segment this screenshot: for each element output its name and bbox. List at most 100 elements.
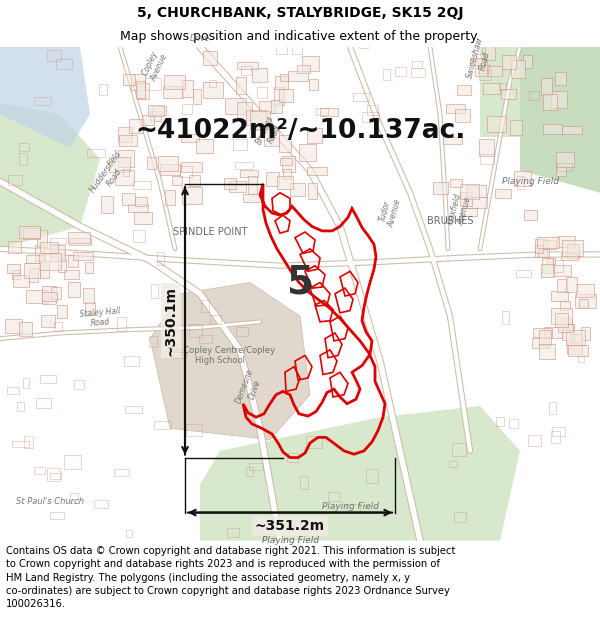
Bar xyxy=(7,387,19,394)
Bar xyxy=(576,284,594,297)
Bar xyxy=(134,198,147,206)
Bar xyxy=(466,185,486,197)
Bar xyxy=(306,436,322,448)
Bar xyxy=(450,179,462,187)
Bar xyxy=(19,226,40,238)
Bar xyxy=(395,66,406,76)
Bar xyxy=(68,282,80,297)
Bar xyxy=(449,461,457,467)
Bar xyxy=(509,419,518,428)
Bar xyxy=(47,468,60,481)
Bar xyxy=(200,300,209,312)
Bar xyxy=(535,239,547,257)
Bar xyxy=(245,467,253,476)
Bar xyxy=(130,119,143,132)
Bar xyxy=(250,111,271,129)
Bar xyxy=(283,169,290,179)
Bar xyxy=(115,170,134,185)
Bar xyxy=(149,336,157,347)
Text: Brushes
Road: Brushes Road xyxy=(254,114,286,150)
Bar xyxy=(279,136,290,152)
Bar xyxy=(535,244,543,254)
Bar xyxy=(557,324,573,332)
Bar xyxy=(115,469,129,476)
Bar xyxy=(246,111,266,124)
Bar xyxy=(235,162,253,169)
Bar xyxy=(64,271,79,279)
Bar xyxy=(478,64,490,73)
Bar xyxy=(52,249,64,257)
Bar xyxy=(502,55,516,69)
Bar xyxy=(501,89,516,99)
Text: BRUSHES: BRUSHES xyxy=(427,216,473,226)
Bar xyxy=(555,72,566,85)
Text: Huddersfield
Road: Huddersfield Road xyxy=(88,149,132,201)
Bar xyxy=(117,318,126,331)
Bar xyxy=(34,97,51,105)
Bar xyxy=(209,315,221,324)
Bar xyxy=(277,176,293,189)
Bar xyxy=(328,492,340,501)
Bar xyxy=(566,330,586,346)
Bar xyxy=(543,124,562,134)
Bar xyxy=(320,107,338,116)
Text: ~351.2m: ~351.2m xyxy=(255,519,325,533)
Text: St Paul's Church: St Paul's Church xyxy=(16,497,84,506)
Bar xyxy=(181,162,202,172)
Text: Swineshaw
Road: Swineshaw Road xyxy=(465,36,495,82)
Bar xyxy=(259,101,275,113)
Bar xyxy=(307,127,322,143)
Bar xyxy=(69,238,91,246)
Bar xyxy=(257,87,268,98)
Bar xyxy=(551,291,568,301)
Bar xyxy=(455,109,470,122)
Bar xyxy=(182,186,202,204)
Bar xyxy=(581,327,590,340)
Bar xyxy=(460,192,472,206)
Bar xyxy=(68,255,79,267)
Bar xyxy=(199,335,212,343)
Bar xyxy=(552,427,565,436)
Bar xyxy=(165,189,175,205)
Bar xyxy=(182,80,193,98)
Bar xyxy=(240,170,258,177)
Bar xyxy=(538,249,549,256)
Text: Playing Field: Playing Field xyxy=(322,503,379,511)
Bar xyxy=(150,111,161,121)
Bar xyxy=(446,104,466,112)
Bar xyxy=(359,39,368,48)
Bar xyxy=(133,181,151,189)
Bar xyxy=(579,299,587,308)
Bar xyxy=(533,328,552,337)
Bar xyxy=(73,252,93,259)
Bar xyxy=(514,171,530,186)
Bar xyxy=(40,375,56,383)
Bar xyxy=(309,79,319,89)
Bar xyxy=(236,77,245,94)
Bar xyxy=(567,244,580,258)
Bar xyxy=(74,381,84,389)
Bar xyxy=(54,322,62,331)
Bar xyxy=(412,61,422,68)
Bar xyxy=(39,253,61,270)
Bar xyxy=(517,176,524,189)
Bar xyxy=(551,308,572,324)
Bar xyxy=(539,344,554,359)
Bar xyxy=(37,230,47,248)
Bar xyxy=(35,245,44,261)
Bar xyxy=(209,80,215,86)
Bar xyxy=(553,260,563,272)
Bar xyxy=(249,129,260,137)
Bar xyxy=(182,104,192,114)
Bar xyxy=(5,319,22,333)
Bar xyxy=(151,284,158,298)
Bar xyxy=(499,84,506,89)
Bar xyxy=(300,476,308,489)
Bar xyxy=(122,192,135,205)
Bar xyxy=(125,530,132,537)
Bar xyxy=(274,88,284,106)
Bar xyxy=(203,82,223,98)
Bar xyxy=(99,84,107,95)
Bar xyxy=(316,108,328,115)
Bar xyxy=(58,305,67,318)
